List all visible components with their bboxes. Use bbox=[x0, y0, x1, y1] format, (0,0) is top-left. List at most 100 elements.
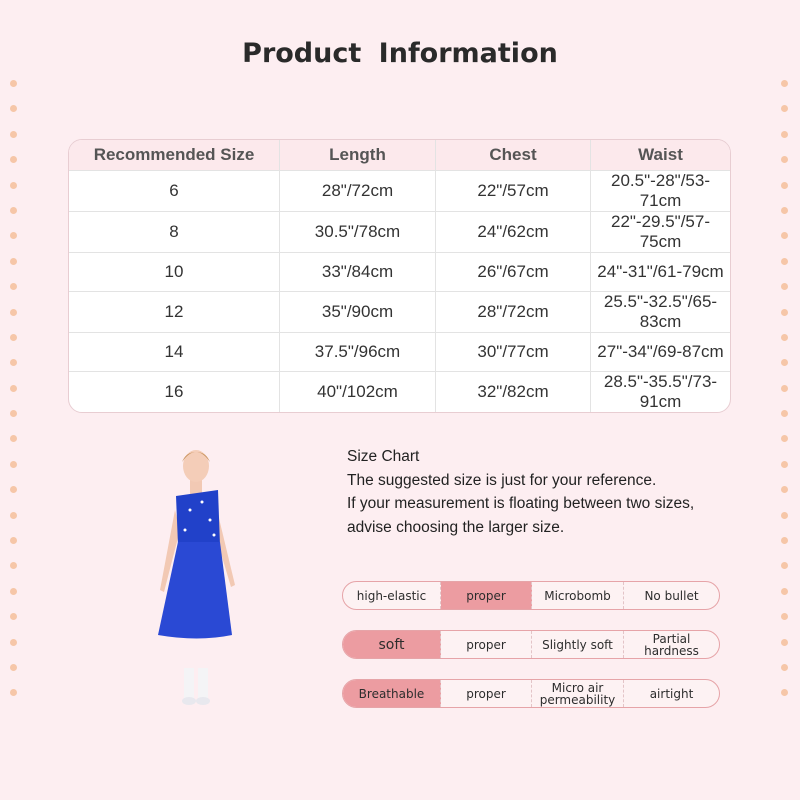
feature-cell: Micro air permeability bbox=[532, 680, 624, 707]
dot bbox=[781, 257, 788, 265]
leg bbox=[184, 668, 194, 700]
feature-cell: Partial hardness bbox=[644, 631, 699, 658]
table-cell: 37.5"/96cm bbox=[280, 332, 436, 372]
table-cell: 35"/90cm bbox=[280, 291, 436, 333]
header-chest: Chest bbox=[436, 140, 591, 171]
table-cell: 30"/77cm bbox=[436, 332, 591, 372]
feature-cell: Breathable bbox=[343, 680, 441, 707]
dot bbox=[781, 130, 788, 138]
dot bbox=[10, 308, 17, 316]
header-waist: Waist bbox=[591, 140, 730, 171]
dot bbox=[781, 105, 788, 113]
right-dots-decoration bbox=[781, 80, 791, 715]
dot bbox=[10, 283, 17, 291]
dot bbox=[10, 486, 17, 494]
feature-cell: Microbomb bbox=[532, 582, 624, 609]
feature-row: Breathable proper Micro air permeability ai… bbox=[342, 679, 720, 708]
dot bbox=[781, 206, 788, 214]
dot bbox=[781, 384, 788, 392]
feature-cell: proper bbox=[441, 582, 532, 609]
dot bbox=[781, 308, 788, 316]
feature-row: soft proper Slightly soft Partial hardness bbox=[342, 630, 720, 659]
dot bbox=[781, 486, 788, 494]
table-cell: 12 bbox=[69, 291, 280, 333]
table-cell: 22"/57cm bbox=[436, 171, 591, 212]
table-row: 6 28"/72cm 22"/57cm 20.5"-28"/53-71cm bbox=[69, 171, 730, 212]
table-cell: 22"-29.5"/57-75cm bbox=[591, 212, 730, 253]
dot bbox=[10, 333, 17, 341]
table-cell: 10 bbox=[69, 253, 280, 292]
table-cell: 33"/84cm bbox=[280, 253, 436, 292]
dot bbox=[10, 232, 17, 240]
dot bbox=[781, 181, 788, 189]
dot bbox=[10, 587, 17, 595]
feature-cell: soft bbox=[343, 631, 441, 658]
dot bbox=[10, 638, 17, 646]
dot bbox=[10, 613, 17, 621]
feature-cell: high-elastic bbox=[343, 582, 441, 609]
dot bbox=[10, 130, 17, 138]
dot bbox=[781, 613, 788, 621]
dot bbox=[781, 689, 788, 697]
dot bbox=[781, 410, 788, 418]
feature-cell: airtight bbox=[649, 686, 694, 701]
dot bbox=[10, 689, 17, 697]
dot bbox=[781, 232, 788, 240]
page-title: Product Information bbox=[242, 38, 558, 69]
dot bbox=[781, 587, 788, 595]
table-cell: 8 bbox=[69, 212, 280, 253]
dot bbox=[10, 663, 17, 671]
feature-cell: Slightly soft bbox=[532, 631, 624, 658]
dot bbox=[781, 333, 788, 341]
leg bbox=[198, 668, 208, 700]
dot bbox=[781, 359, 788, 367]
note-line: advise choosing the larger size. bbox=[347, 518, 565, 536]
dot bbox=[781, 638, 788, 646]
table-cell: 6 bbox=[69, 171, 280, 212]
table-cell: 40"/102cm bbox=[280, 371, 436, 412]
table-cell: 20.5"-28"/53-71cm bbox=[591, 171, 730, 212]
table-cell: 30.5"/78cm bbox=[280, 212, 436, 253]
header-size: Recommended Size bbox=[69, 140, 280, 171]
dot bbox=[10, 435, 17, 443]
dot bbox=[10, 537, 17, 545]
note-line: If your measurement is floating between … bbox=[347, 495, 695, 512]
table-cell: 32"/82cm bbox=[436, 371, 591, 412]
dot bbox=[781, 537, 788, 545]
table-row: 14 37.5"/96cm 30"/77cm 27"-34"/69-87cm bbox=[69, 332, 730, 372]
table-cell: 28"/72cm bbox=[280, 171, 436, 212]
header-length: Length bbox=[280, 140, 436, 171]
table-cell: 25.5"-32.5"/65-83cm bbox=[591, 292, 730, 333]
note-title: Size Chart bbox=[347, 448, 420, 465]
dot bbox=[10, 105, 17, 113]
dot bbox=[781, 460, 788, 468]
dot bbox=[10, 384, 17, 392]
dot bbox=[10, 562, 17, 570]
dot bbox=[781, 156, 788, 164]
dot bbox=[781, 435, 788, 443]
feature-cell: proper bbox=[441, 631, 532, 658]
table-cell: 28"/72cm bbox=[436, 291, 591, 333]
table-row: 16 40"/102cm 32"/82cm 28.5"-35.5"/73-91cm bbox=[69, 371, 730, 412]
table-cell: 26"/67cm bbox=[436, 253, 591, 292]
feature-row: high-elastic proper Microbomb No bullet bbox=[342, 581, 720, 610]
table-cell: 24"-31"/61-79cm bbox=[591, 253, 730, 292]
dot bbox=[781, 511, 788, 519]
left-dots-decoration bbox=[10, 80, 20, 715]
note-line: The suggested size is just for your refe… bbox=[347, 471, 657, 489]
model-photo bbox=[158, 450, 235, 705]
dot bbox=[10, 257, 17, 265]
dot bbox=[781, 663, 788, 671]
dot bbox=[10, 511, 17, 519]
table-row: 10 33"/84cm 26"/67cm 24"-31"/61-79cm bbox=[69, 253, 730, 292]
feature-cell: proper bbox=[441, 680, 532, 707]
table-cell: 27"-34"/69-87cm bbox=[591, 333, 730, 372]
dot bbox=[781, 80, 788, 87]
dot bbox=[10, 156, 17, 164]
table-row: 12 35"/90cm 28"/72cm 25.5"-32.5"/65-83cm bbox=[69, 291, 730, 333]
dot bbox=[781, 283, 788, 291]
dot bbox=[10, 80, 17, 87]
size-chart-note: Size Chart The suggested size is just fo… bbox=[347, 445, 694, 539]
dot bbox=[10, 460, 17, 468]
dot bbox=[10, 181, 17, 189]
